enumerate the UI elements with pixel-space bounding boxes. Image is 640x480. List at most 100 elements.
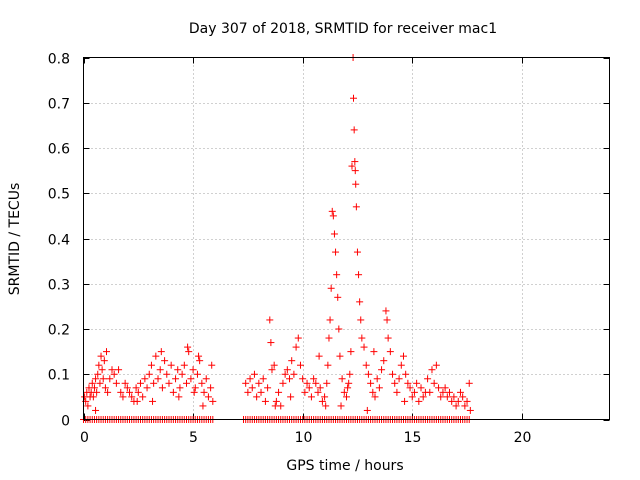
data-point [395,375,403,383]
data-point [441,384,449,392]
data-point [315,352,323,360]
data-point [329,212,337,220]
data-point [386,348,394,356]
data-point [343,393,350,401]
data-point [169,388,177,396]
data-point [139,393,147,401]
data-point [380,357,388,365]
data-point [340,388,348,396]
data-point [391,379,399,387]
data-point [97,352,105,360]
data-point [292,343,300,351]
data-point [439,388,447,396]
data-point [176,384,184,392]
data-point [363,406,371,414]
data-point [417,384,425,392]
data-point [149,397,157,405]
data-point [281,370,289,378]
data-point [141,375,149,383]
data-point [410,388,418,396]
data-point [432,361,440,369]
data-point [333,271,341,279]
data-point [286,375,294,383]
data-point [413,379,421,387]
data-point [357,316,365,324]
data-point [456,388,464,396]
plot-frame [83,57,610,420]
x-tick-label: 20 [514,430,532,446]
data-point [198,379,206,387]
data-point [257,388,265,396]
data-point [301,388,309,396]
data-point [312,379,320,387]
data-point [175,393,183,401]
data-point [352,180,360,188]
data-point [261,397,269,405]
data-point [147,361,155,369]
data-point [337,402,345,410]
data-point [299,375,307,383]
data-point [92,375,100,383]
data-point [191,384,199,392]
data-point [424,375,432,383]
data-point [332,248,340,256]
data-point [108,366,116,374]
data-point [126,388,134,396]
chart-title: Day 307 of 2018, SRMTID for receiver mac… [189,21,497,37]
data-point [84,402,92,410]
point-layer [80,54,474,423]
data-point [327,284,335,292]
x-tick-label: 0 [80,430,89,446]
data-point [406,384,414,392]
data-point [180,361,188,369]
data-point [106,375,114,383]
data-point [318,397,326,405]
data-point [323,379,331,387]
y-tick-label: 0 [61,414,70,430]
y-tick-label: 0.7 [48,97,70,113]
data-point [370,348,378,356]
data-point [428,366,436,374]
data-point [330,230,338,238]
y-tick-label: 0.8 [48,52,70,68]
data-point [288,357,296,365]
data-point [242,379,250,387]
data-point [150,379,158,387]
data-point [328,207,336,215]
data-point [310,375,318,383]
data-point [89,393,97,401]
data-point [461,402,469,410]
data-point [267,339,275,347]
data-point [446,388,454,396]
data-point [294,334,302,342]
data-point [369,388,377,396]
data-point [178,370,186,378]
data-point [133,397,141,405]
data-point [158,384,166,392]
data-point [307,393,315,401]
data-point [259,375,267,383]
tick-layer: 0 5 10 15 20 0 0.1 0.2 0.3 0.4 0.5 0.6 0.7 0.8 [48,52,610,446]
x-tick-label: 10 [295,430,313,446]
data-point [351,167,359,175]
data-point [450,393,458,401]
data-point [161,357,169,365]
data-point [136,379,144,387]
data-point [402,370,410,378]
data-point [325,334,333,342]
data-point [199,402,207,410]
y-tick-label: 0.3 [48,278,70,294]
y-tick-label: 0.2 [48,323,70,339]
x-tick-label: 5 [189,430,198,446]
data-point [174,366,182,374]
data-point [134,388,142,396]
data-point [382,307,390,315]
data-point [371,393,379,401]
data-point [143,384,151,392]
data-point [364,370,372,378]
data-point [270,361,278,369]
data-point [167,361,175,369]
data-point [344,384,352,392]
data-point [248,384,256,392]
